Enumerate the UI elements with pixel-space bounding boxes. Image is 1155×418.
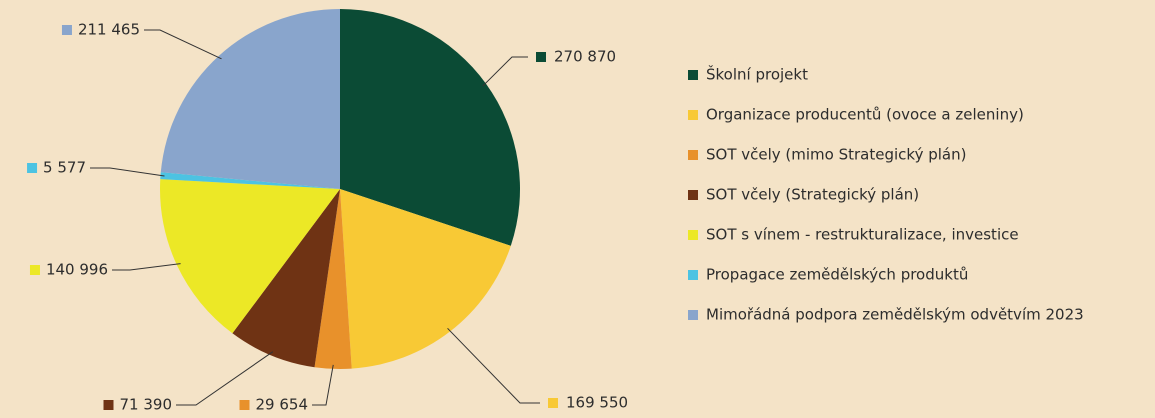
legend-swatch	[688, 230, 698, 240]
label-swatch	[548, 398, 558, 408]
value-label: 71 390	[120, 396, 173, 414]
label-swatch	[29, 265, 40, 275]
leader-line	[90, 167, 165, 177]
pie-slice	[160, 179, 340, 334]
leader-line	[176, 351, 274, 406]
pie-slice	[340, 9, 520, 246]
value-label: 270 870	[554, 48, 616, 66]
label-swatch	[536, 52, 546, 62]
leader-line	[112, 263, 181, 271]
pie-slice	[232, 189, 340, 368]
value-label: 5 577	[43, 159, 86, 177]
value-label: 140 996	[46, 261, 108, 279]
value-label: 29 654	[256, 396, 309, 414]
legend-label: Propagace zemědělských produktů	[706, 266, 968, 284]
legend-label: SOT včely (mimo Strategický plán)	[706, 146, 966, 164]
legend-swatch	[688, 310, 698, 320]
pie-slice	[160, 9, 340, 189]
value-label: 211 465	[78, 21, 140, 39]
legend-label: Školní projekt	[706, 65, 808, 84]
value-label: 169 550	[566, 394, 628, 412]
legend-label: SOT s vínem - restrukturalizace, investi…	[706, 226, 1019, 244]
leader-line	[447, 327, 540, 404]
leader-line	[312, 364, 334, 406]
legend-swatch	[688, 270, 698, 280]
legend-label: Organizace producentů (ovoce a zeleniny)	[706, 106, 1024, 124]
legend-swatch	[688, 190, 698, 200]
legend-label: Mimořádná podpora zemědělským odvětvím 2…	[706, 306, 1084, 324]
label-swatch	[103, 400, 114, 410]
pie-slice	[160, 172, 340, 189]
pie-slice	[314, 189, 352, 369]
leader-line	[482, 56, 528, 87]
legend-swatch	[688, 70, 698, 80]
legend-swatch	[688, 110, 698, 120]
leader-line	[144, 29, 222, 60]
legend-swatch	[688, 150, 698, 160]
label-swatch	[61, 25, 72, 35]
label-swatch	[27, 163, 38, 173]
label-swatch	[239, 400, 250, 410]
legend-label: SOT včely (Strategický plán)	[706, 186, 919, 204]
pie-slice	[340, 189, 511, 369]
